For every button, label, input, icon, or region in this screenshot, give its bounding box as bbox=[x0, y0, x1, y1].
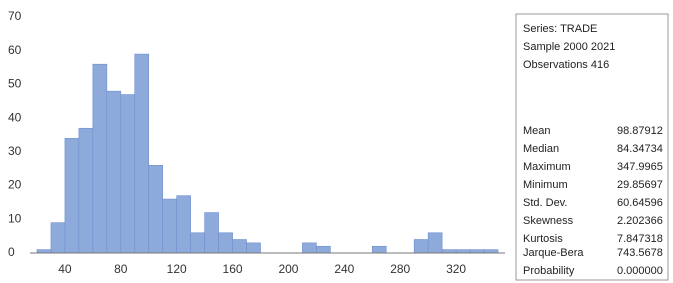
x-tick-label: 120 bbox=[167, 262, 187, 276]
x-tick-label: 160 bbox=[223, 262, 243, 276]
x-tick-label: 200 bbox=[278, 262, 298, 276]
page: Series: TRADE Sample 2000 2021 Observation… bbox=[0, 0, 673, 283]
bar bbox=[163, 199, 177, 253]
stat-value: 98.87912 bbox=[617, 125, 663, 137]
bar bbox=[107, 91, 121, 253]
stat-label: Minimum bbox=[523, 179, 568, 191]
bar bbox=[149, 165, 163, 253]
y-tick-label: 60 bbox=[8, 43, 22, 57]
stat-label: Std. Dev. bbox=[523, 197, 567, 209]
stat-value: 29.85697 bbox=[617, 179, 663, 191]
bar bbox=[205, 213, 219, 253]
stats-header: Observations 416 bbox=[523, 59, 609, 71]
stat-value: 347.9965 bbox=[617, 161, 663, 173]
bar bbox=[219, 233, 233, 253]
stat-label: Median bbox=[523, 143, 559, 155]
stats-header: Series: TRADE bbox=[523, 23, 597, 35]
y-tick-label: 10 bbox=[8, 211, 22, 225]
bar bbox=[37, 250, 51, 253]
bar bbox=[121, 95, 135, 253]
y-tick-label: 30 bbox=[8, 144, 22, 158]
y-tick-label: 20 bbox=[8, 178, 22, 192]
bar bbox=[372, 246, 386, 253]
chart: Series: TRADE Sample 2000 2021 Observation… bbox=[0, 0, 673, 283]
stat-label: Mean bbox=[523, 125, 551, 137]
bar bbox=[177, 196, 191, 253]
test-label: Probability bbox=[523, 265, 575, 277]
y-tick-label: 50 bbox=[8, 77, 22, 91]
bar bbox=[65, 138, 79, 253]
x-tick-label: 320 bbox=[446, 262, 466, 276]
bar bbox=[442, 250, 456, 253]
test-value: 743.5678 bbox=[617, 247, 663, 259]
x-tick-label: 280 bbox=[390, 262, 410, 276]
x-tick-label: 80 bbox=[114, 262, 128, 276]
x-tick-label: 240 bbox=[334, 262, 354, 276]
bar bbox=[470, 250, 484, 253]
bar bbox=[414, 240, 428, 253]
bar bbox=[247, 243, 261, 253]
stat-label: Skewness bbox=[523, 215, 574, 227]
bar bbox=[456, 250, 470, 253]
test-label: Jarque-Bera bbox=[523, 247, 584, 259]
stat-label: Kurtosis bbox=[523, 233, 563, 245]
bar bbox=[428, 233, 442, 253]
stats-header: Sample 2000 2021 bbox=[523, 41, 615, 53]
stat-value: 60.64596 bbox=[617, 197, 663, 209]
bar bbox=[51, 223, 65, 253]
y-tick-label: 40 bbox=[8, 110, 22, 124]
stat-label: Maximum bbox=[523, 161, 571, 173]
bar bbox=[135, 54, 149, 253]
stat-value: 84.34734 bbox=[617, 143, 663, 155]
stat-value: 7.847318 bbox=[617, 233, 663, 245]
test-value: 0.000000 bbox=[617, 265, 663, 277]
bar bbox=[191, 233, 205, 253]
y-tick-label: 70 bbox=[8, 9, 22, 23]
bar bbox=[316, 246, 330, 253]
stat-value: 2.202366 bbox=[617, 215, 663, 227]
x-tick-label: 40 bbox=[58, 262, 72, 276]
bar bbox=[79, 128, 93, 253]
y-tick-label: 0 bbox=[8, 245, 15, 259]
bar bbox=[302, 243, 316, 253]
bar bbox=[484, 250, 498, 253]
bar bbox=[93, 64, 107, 253]
bar bbox=[233, 240, 247, 253]
